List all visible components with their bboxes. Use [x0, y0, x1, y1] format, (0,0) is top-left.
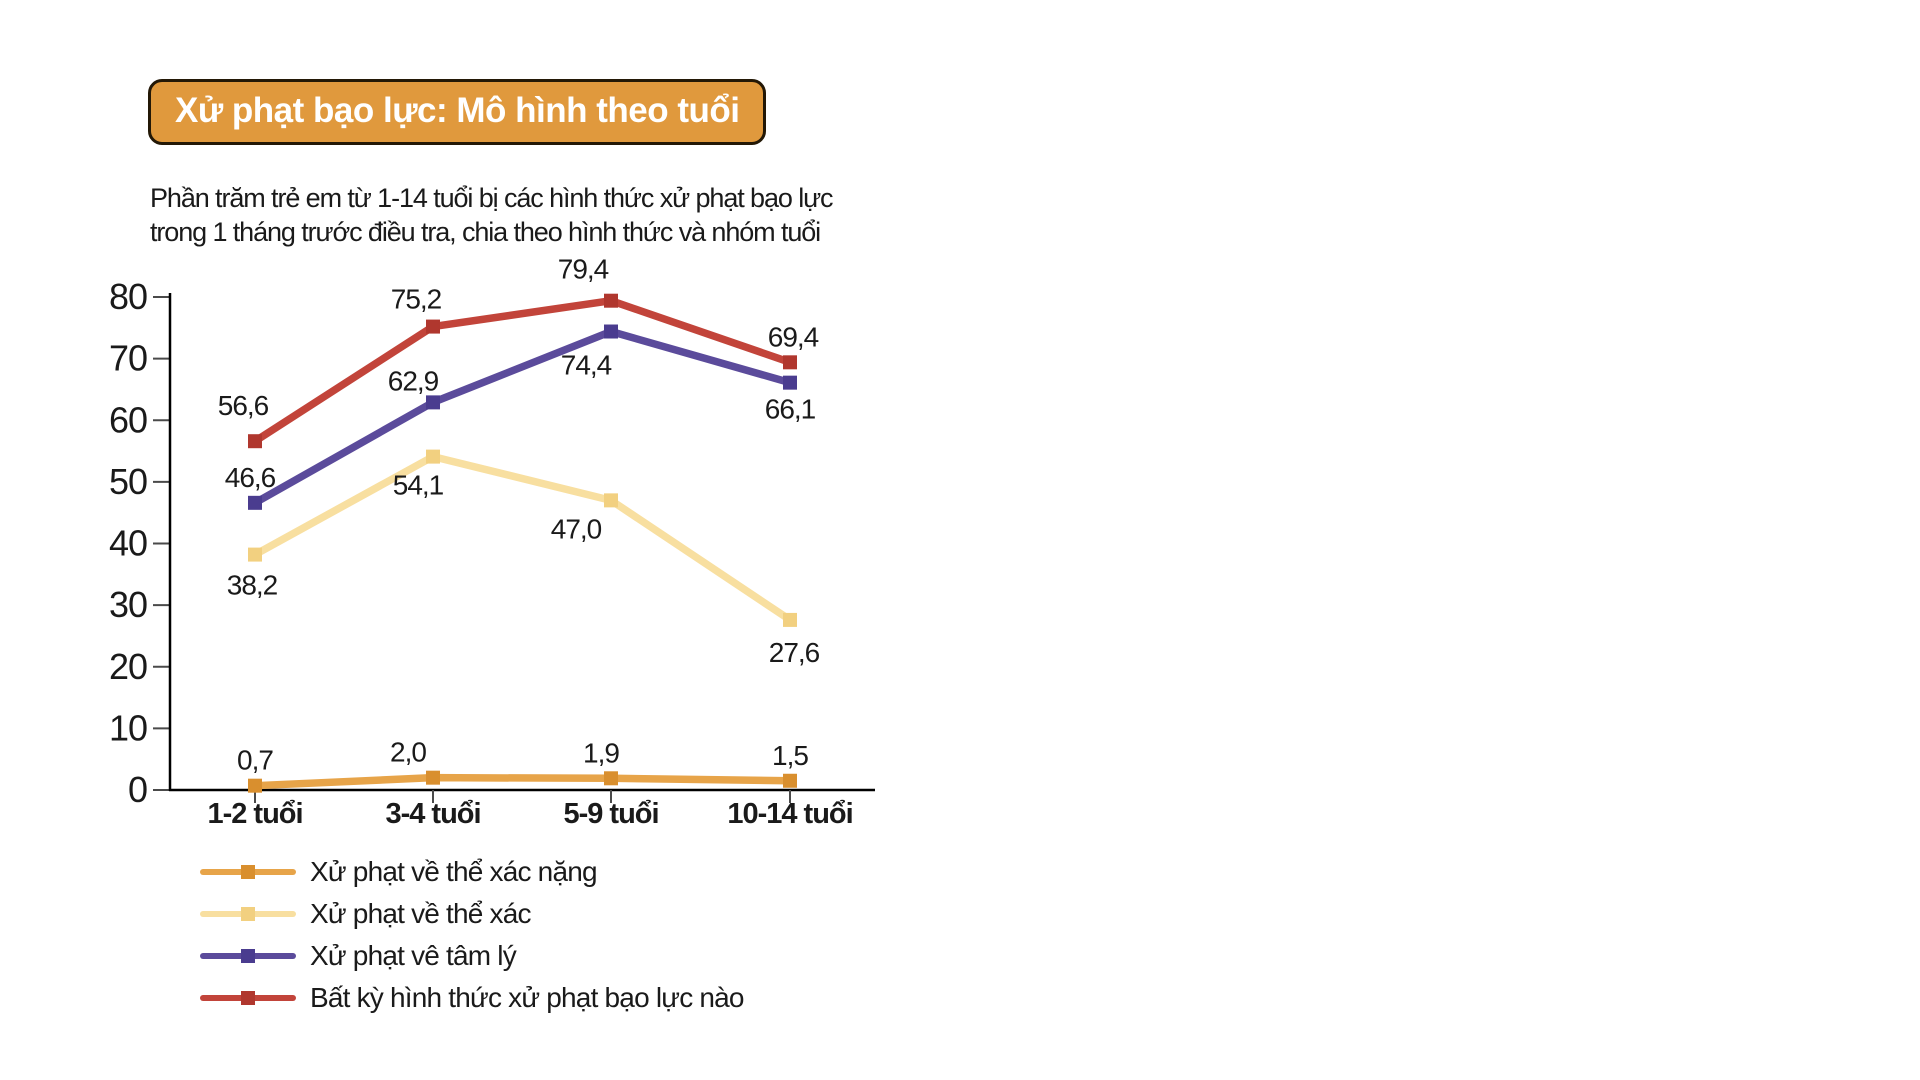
data-label: 74,4 [561, 350, 612, 381]
y-axis-label: 30 [109, 584, 147, 625]
title-box: Xử phạt bạo lực: Mô hình theo tuổi [148, 79, 767, 145]
legend-label: Bất kỳ hình thức xử phạt bạo lực nào [310, 982, 745, 1013]
legend-item: Xử phạt vê tâm lý [200, 935, 744, 977]
data-point-marker [426, 770, 440, 785]
data-point-marker [248, 434, 262, 449]
data-point-marker [604, 324, 618, 339]
series-line-2 [251, 327, 794, 507]
data-label: 1,5 [772, 740, 808, 771]
data-label: 38,2 [227, 570, 278, 601]
legend-swatch-icon [200, 990, 296, 1006]
x-axis-label: 10-14 tuổi [727, 798, 852, 830]
legend-label: Xử phạt vê tâm lý [310, 940, 517, 971]
legend-swatch-icon [200, 864, 296, 880]
y-axis-label: 0 [128, 769, 147, 810]
x-axis-label: 3-4 tuổi [385, 798, 480, 830]
data-label: 56,6 [218, 390, 269, 421]
legend-label: Xử phạt về thể xác nặng [310, 856, 598, 887]
y-axis-label: 10 [109, 707, 147, 748]
data-label: 66,1 [765, 394, 816, 425]
data-point-marker [604, 293, 618, 308]
data-point-marker [248, 495, 262, 510]
data-label: 79,4 [558, 254, 609, 285]
page-title: Xử phạt bạo lực: Mô hình theo tuổi [175, 91, 740, 130]
legend-label: Xử phạt về thể xác [310, 898, 532, 929]
data-label: 2,0 [390, 737, 426, 768]
y-axis-label: 80 [109, 276, 147, 317]
y-axis-label: 20 [109, 646, 147, 687]
data-point-marker [426, 449, 440, 464]
data-label: 0,7 [237, 745, 273, 776]
data-label: 69,4 [768, 321, 819, 352]
data-point-marker [248, 547, 262, 562]
data-label: 62,9 [388, 365, 439, 396]
series-line-3 [251, 296, 794, 445]
data-label: 46,6 [225, 462, 276, 493]
data-point-marker [783, 355, 797, 370]
data-point-marker [604, 771, 618, 786]
data-label: 47,0 [551, 513, 602, 544]
series-line-1 [251, 452, 794, 624]
data-point-marker [604, 493, 618, 508]
legend-swatch-icon [200, 948, 296, 964]
data-label: 1,9 [583, 737, 619, 768]
data-point-marker [426, 395, 440, 410]
legend-item: Xử phạt về thể xác [200, 893, 744, 935]
x-axis-label: 5-9 tuổi [563, 798, 658, 830]
data-label: 27,6 [769, 637, 820, 668]
data-point-marker [783, 612, 797, 627]
chart-subtitle: Phần trăm trẻ em từ 1-14 tuổi bị các hìn… [150, 183, 834, 247]
data-point-marker [248, 778, 262, 793]
legend-item: Xử phạt về thể xác nặng [200, 851, 744, 893]
data-point-marker [783, 375, 797, 390]
y-axis-label: 70 [109, 338, 147, 379]
y-axis-label: 60 [109, 399, 147, 440]
chart-legend: Xử phạt về thể xác nặng Xử phạt về thể xá… [200, 851, 745, 1019]
data-point-marker [783, 773, 797, 788]
y-axis-label: 40 [109, 523, 147, 564]
legend-swatch-icon [200, 906, 296, 922]
legend-item: Bất kỳ hình thức xử phạt bạo lực nào [200, 977, 745, 1019]
series-line-0 [251, 773, 794, 790]
y-axis-label: 50 [109, 461, 147, 502]
data-point-marker [426, 319, 440, 334]
data-label: 75,2 [391, 284, 442, 315]
data-label: 54,1 [393, 470, 444, 501]
x-axis-label: 1-2 tuổi [207, 798, 302, 830]
